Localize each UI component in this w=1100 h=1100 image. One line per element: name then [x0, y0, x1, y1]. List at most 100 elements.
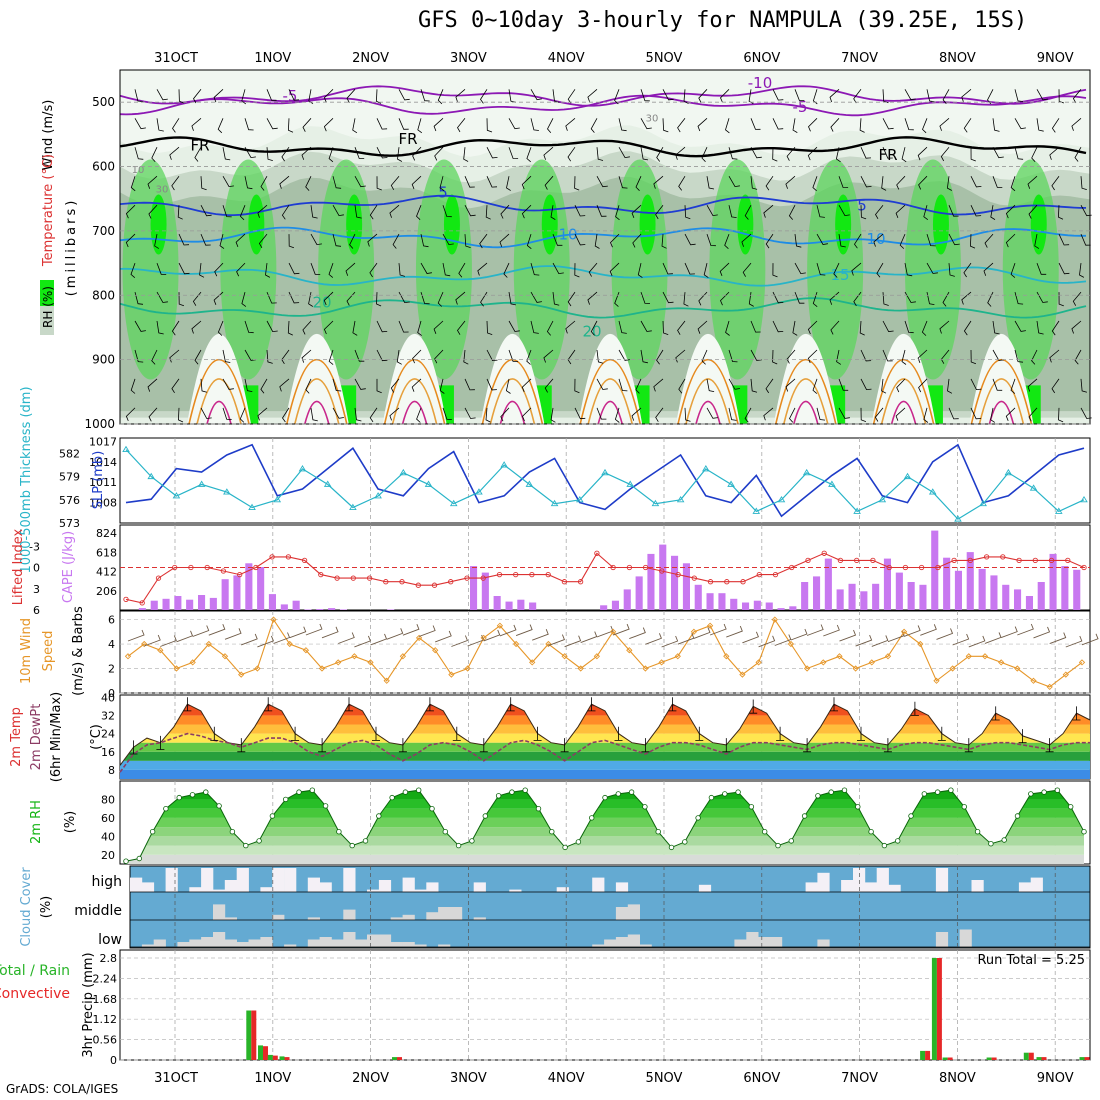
temperature-contour-warm — [793, 400, 819, 425]
wind-barb — [772, 118, 784, 130]
cape-bar — [813, 576, 821, 610]
cloud-bar-low — [177, 942, 190, 947]
date-label-bottom: 2NOV — [352, 1071, 389, 1086]
cape-bar — [470, 566, 478, 610]
wind-barb-surface — [709, 623, 727, 636]
wind-speed-marker — [512, 640, 520, 648]
wind-speed-marker — [302, 647, 310, 654]
cloud-bar-low — [213, 932, 226, 947]
temperature-contour-label: 15 — [830, 266, 849, 284]
wind-barb — [417, 118, 423, 134]
cloud-bar-high — [509, 889, 522, 892]
cloud-bar-low — [141, 944, 155, 947]
date-label-top: 9NOV — [1037, 51, 1074, 66]
thickness-marker — [323, 480, 332, 487]
wind-barb — [918, 175, 928, 190]
wind-barb — [838, 234, 846, 248]
wind-barb — [728, 147, 738, 160]
rh-saturated-core — [639, 194, 656, 255]
wind-barb-surface — [483, 629, 501, 642]
wind-barb — [1014, 320, 1026, 332]
wind-barb — [742, 262, 752, 277]
wind-barb — [282, 407, 290, 423]
pressure-tick-label: 900 — [92, 353, 115, 367]
wind-barb-surface — [920, 624, 937, 636]
temperature-contour-warm — [489, 378, 536, 425]
rh-marker — [841, 787, 848, 793]
cloud-bar-high — [592, 877, 605, 892]
cape-bar — [481, 572, 489, 610]
wind-barb — [439, 176, 445, 192]
wind-barb — [615, 205, 620, 221]
cloud-bar-high — [473, 882, 486, 892]
wind-barb — [992, 378, 1003, 391]
wind-barb — [812, 291, 818, 308]
cape-bar — [860, 591, 868, 610]
precip-legend-convective: Convective — [0, 986, 70, 1002]
wind-barb — [917, 146, 928, 161]
li-marker — [854, 557, 860, 564]
wind-barb — [134, 89, 143, 102]
wind-barb — [352, 320, 358, 336]
wind-barb — [618, 118, 627, 132]
wind-barb — [655, 204, 664, 220]
li-marker — [1016, 557, 1022, 564]
cloud-bar-middle — [343, 909, 356, 920]
temperature-minmax-bar — [722, 738, 731, 753]
precip-total-bar — [279, 1056, 285, 1060]
rh-marker — [535, 806, 542, 812]
rh-marker — [402, 789, 409, 795]
cloud-bar-high — [971, 880, 984, 892]
li-marker — [464, 575, 470, 581]
rh-saturated-core — [1030, 194, 1047, 255]
wind-barb — [376, 378, 382, 394]
li-marker — [399, 579, 405, 585]
wind-barb — [376, 118, 388, 130]
cape-bar — [694, 584, 702, 610]
wind-barb-surface — [726, 625, 743, 638]
precip-convective-bar — [263, 1046, 268, 1060]
wind-barb — [328, 262, 334, 278]
precip-total-bar — [267, 1054, 273, 1060]
wind-barb — [305, 378, 312, 394]
precip-tick-label: 2.24 — [93, 972, 118, 985]
wind-barb — [703, 263, 709, 278]
wind-barb — [266, 89, 277, 101]
wind-barb — [1057, 205, 1064, 220]
temperature-minmax-bar — [883, 738, 892, 753]
li-marker — [918, 564, 925, 571]
wind-barb — [728, 378, 740, 390]
rh-marker — [575, 839, 582, 845]
rh-marker — [1028, 791, 1034, 797]
cape-bar — [493, 596, 501, 610]
wind-barb — [458, 262, 466, 278]
wind-barb — [683, 89, 689, 104]
wind-barb-surface — [742, 631, 759, 644]
cape-bar — [966, 552, 974, 610]
wind-speed-marker — [367, 659, 374, 666]
wind-barb — [574, 205, 586, 217]
precip-total-bar — [986, 1057, 992, 1060]
wind-barb — [763, 204, 774, 218]
thickness-marker — [651, 499, 660, 507]
wind-barb — [662, 291, 674, 304]
wind-barb — [354, 349, 365, 362]
wind-barb-surface — [580, 631, 598, 644]
wind-barb — [244, 320, 254, 334]
cloud-bar-high — [319, 882, 332, 892]
wind-barb — [1010, 262, 1016, 278]
wind-barb — [550, 407, 556, 423]
rh-band — [126, 817, 1084, 828]
cloud-bar-low — [390, 942, 403, 947]
cloud-bar-high — [284, 868, 297, 892]
wind-barb — [678, 175, 686, 191]
cape-bar — [339, 609, 347, 610]
wind-barb — [332, 378, 342, 392]
thickness-tick-label: 582 — [59, 447, 80, 460]
date-label-top: 7NOV — [841, 51, 878, 66]
temperature-band — [120, 760, 1090, 770]
wind-barb — [961, 291, 972, 305]
li-marker — [285, 554, 292, 560]
temperature-minmax-bar — [237, 738, 246, 753]
wind-speed-marker — [545, 640, 552, 648]
